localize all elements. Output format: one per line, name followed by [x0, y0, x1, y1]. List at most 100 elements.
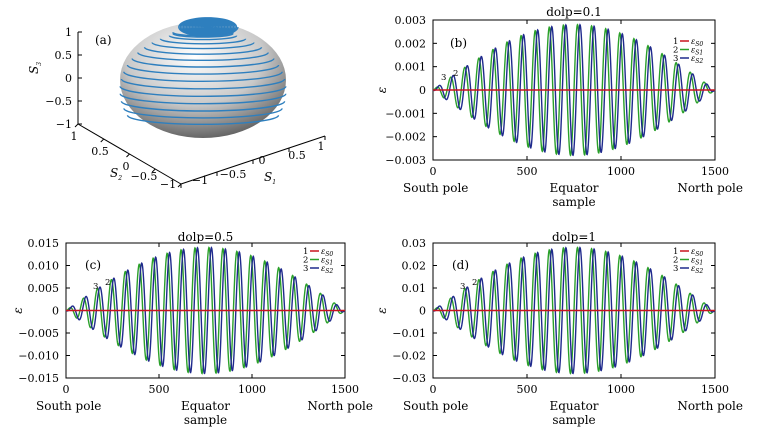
- spiral-band: [120, 100, 286, 112]
- legend-number: 3: [673, 54, 678, 64]
- y-tick-label: 0.03: [402, 237, 427, 250]
- spiral-band: [168, 35, 238, 41]
- legend-symbol: εS0: [691, 37, 703, 48]
- south-pole-label: South pole: [403, 181, 468, 195]
- series-3-line: [432, 23, 716, 157]
- curve-label-2: 2: [453, 69, 458, 79]
- x-tick-label: 500: [517, 383, 538, 396]
- x-axis-ticks: 1 0.5 0 −0.5 −1: [180, 136, 326, 188]
- equator-label: Equator: [181, 399, 230, 413]
- legend-symbol: εS0: [691, 247, 703, 258]
- x-axis-label: S1: [264, 170, 276, 186]
- y-tick-label: 0.02: [402, 260, 427, 273]
- spiral-band: [126, 64, 280, 75]
- y-axis-label: ε: [11, 307, 25, 313]
- legend-symbol: εS2: [321, 264, 333, 275]
- spiral-band: [120, 78, 286, 90]
- y-tick-label: 0.010: [28, 260, 60, 273]
- legend: 1 εS0 2 εS1 3 εS2: [673, 247, 703, 275]
- y-tick-label: −0.005: [18, 327, 59, 340]
- curve-label-3: 3: [441, 73, 446, 83]
- curve-label-2: 2: [105, 278, 110, 288]
- x-tick-label: 0: [430, 165, 437, 178]
- y-tick-label: 0.003: [395, 14, 427, 27]
- y-tick-label: 0.001: [395, 61, 427, 74]
- x-tick-label: 1000: [607, 165, 635, 178]
- y-tick-label: 0.005: [28, 282, 60, 295]
- y-tick-label: −0.015: [18, 372, 59, 385]
- y-tick-mark: [126, 153, 130, 158]
- y-axis-label: ε: [375, 87, 389, 93]
- y-axis-ticks: 1 0.5 0−0.5−1: [71, 123, 182, 191]
- z-axis-label: S3: [27, 62, 43, 74]
- north-pole-label: North pole: [307, 399, 373, 413]
- curve-label-3: 3: [93, 282, 98, 292]
- y-tick-label: 1: [71, 130, 78, 143]
- sphere-panel: 10.50−0.5−1 10.50−0.5−1 10.50−0.5−1 S3 S…: [27, 17, 326, 191]
- legend-symbol: εS1: [691, 256, 703, 267]
- x-tick-label: 1000: [607, 383, 635, 396]
- series-3-line: [432, 246, 716, 375]
- y-tick-label: 0.015: [28, 237, 60, 250]
- spiral-top: [178, 17, 239, 38]
- spiral-band: [126, 114, 280, 125]
- curve-label-2: 2: [472, 278, 477, 288]
- south-pole-label: South pole: [36, 399, 101, 413]
- y-axis-label: ε: [375, 307, 389, 313]
- x-tick-label: 0: [430, 383, 437, 396]
- x-axis-label: sample: [552, 195, 595, 209]
- y-tick-label: 0: [419, 84, 426, 97]
- legend: 1 εS0 2 εS1 3 εS2: [673, 37, 703, 65]
- north-pole-label: North pole: [677, 399, 743, 413]
- x-tick-label: 1500: [701, 165, 729, 178]
- y-tick-mark: [100, 138, 105, 143]
- north-pole-label: North pole: [677, 181, 743, 195]
- x-tick-label: 500: [149, 383, 170, 396]
- x-tick-label: −1: [192, 174, 208, 187]
- curve-label-3: 3: [460, 282, 465, 292]
- panel-label: (c): [85, 258, 101, 272]
- spiral-band: [119, 93, 287, 105]
- y-tick-label: −0.01: [392, 327, 426, 340]
- legend-number: 1: [673, 247, 678, 257]
- legend: 1 εS0 2 εS1 3 εS2: [303, 247, 333, 275]
- y-tick-label: 0.002: [395, 37, 427, 50]
- x-axis-label: sample: [184, 413, 227, 427]
- panel-label: (b): [450, 36, 467, 50]
- y-tick-label: −0.5: [131, 170, 158, 183]
- legend-number: 2: [303, 256, 308, 266]
- legend-number: 1: [673, 37, 678, 47]
- y-tick-label: −1: [160, 178, 176, 191]
- legend-number: 2: [673, 46, 678, 56]
- y-tick-label: 0: [52, 305, 59, 318]
- legend-symbol: εS1: [691, 46, 703, 57]
- legend-number: 3: [673, 264, 678, 274]
- legend-symbol: εS1: [321, 256, 333, 267]
- panel-label: (d): [452, 258, 469, 272]
- z-tick-label: −1: [56, 118, 72, 131]
- z-axis-ticks: 1 0.5 0 −0.5 −1: [45, 26, 82, 131]
- sphere-spiral: [119, 17, 287, 125]
- series-3-line: [65, 246, 346, 375]
- y-tick-mark: [151, 168, 156, 173]
- x-tick-label: 1000: [238, 383, 266, 396]
- y-tick-label: −0.001: [385, 107, 426, 120]
- legend-symbol: εS2: [691, 54, 703, 65]
- y-tick-label: 0: [419, 305, 426, 318]
- x-tick-label: 1500: [701, 383, 729, 396]
- x-tick-label: 0.5: [288, 149, 306, 162]
- y-axis-label: S2: [110, 166, 122, 182]
- legend-number: 3: [303, 264, 308, 274]
- x-tick-label: 0: [259, 154, 266, 167]
- spiral-band: [131, 58, 275, 68]
- y-tick-label: −0.02: [392, 350, 426, 363]
- legend-number: 1: [303, 247, 308, 257]
- y-tick-label: 0: [123, 160, 130, 173]
- y-tick-label: −0.003: [385, 154, 426, 167]
- spiral-band: [172, 33, 234, 38]
- spiral-band: [151, 42, 255, 50]
- x-tick-label: 1500: [331, 383, 359, 396]
- equator-label: Equator: [549, 399, 598, 413]
- y-tick-mark: [74, 123, 79, 128]
